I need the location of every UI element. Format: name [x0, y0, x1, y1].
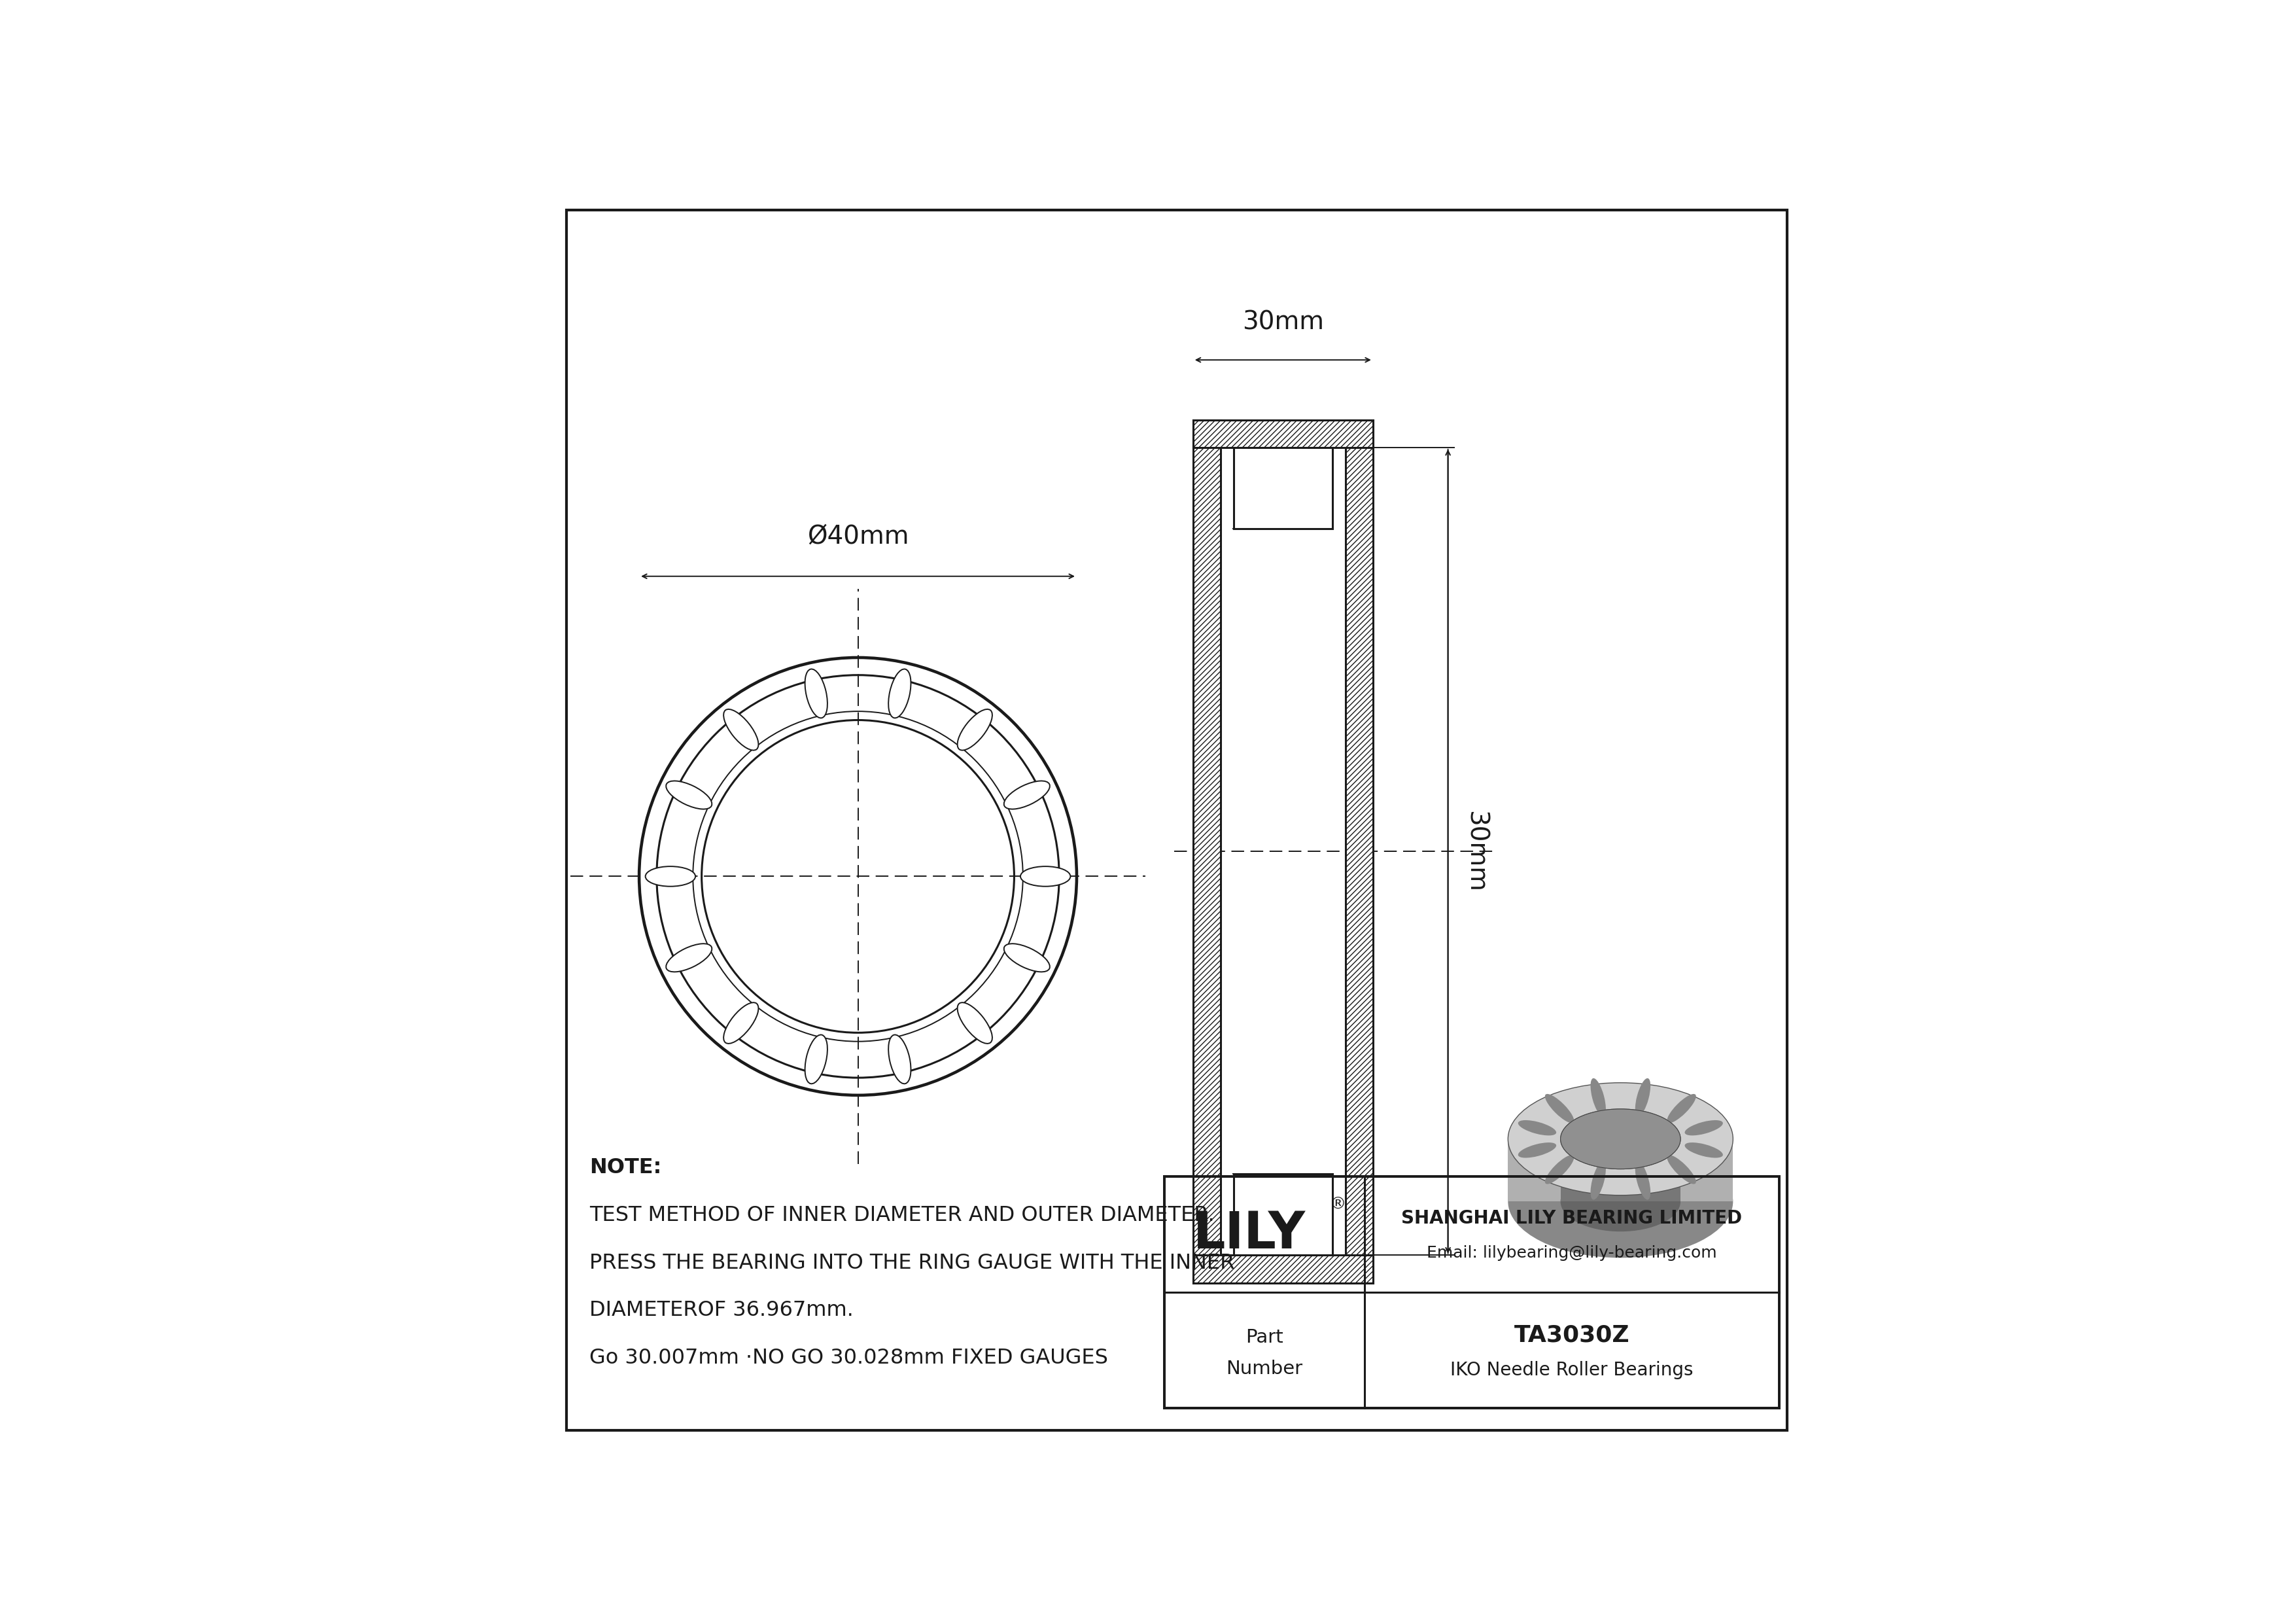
Ellipse shape: [1019, 866, 1070, 887]
Text: Go 30.007mm ·NO GO 30.028mm FIXED GAUGES: Go 30.007mm ·NO GO 30.028mm FIXED GAUGES: [590, 1348, 1107, 1367]
Ellipse shape: [806, 1034, 827, 1083]
Bar: [1194, 1255, 1373, 1283]
Ellipse shape: [1003, 944, 1049, 971]
Bar: [1194, 421, 1221, 1283]
Text: NOTE:: NOTE:: [590, 1158, 661, 1177]
Ellipse shape: [645, 866, 696, 887]
Ellipse shape: [1635, 1161, 1651, 1200]
Ellipse shape: [1561, 1109, 1681, 1169]
Text: TA3030Z: TA3030Z: [1513, 1324, 1630, 1346]
Bar: [1194, 421, 1373, 448]
Bar: [1345, 421, 1373, 1283]
Ellipse shape: [666, 944, 712, 971]
Ellipse shape: [1545, 1155, 1575, 1184]
Text: ®: ®: [1329, 1197, 1345, 1212]
Bar: [1561, 1138, 1681, 1202]
Ellipse shape: [1667, 1155, 1697, 1184]
Text: IKO Needle Roller Bearings: IKO Needle Roller Bearings: [1451, 1361, 1692, 1379]
Ellipse shape: [1003, 781, 1049, 809]
Bar: [1508, 1138, 1733, 1202]
Ellipse shape: [1635, 1078, 1651, 1116]
Ellipse shape: [1667, 1095, 1697, 1124]
Ellipse shape: [1518, 1121, 1557, 1135]
Text: Part: Part: [1244, 1328, 1283, 1346]
Bar: [1233, 448, 1332, 529]
Text: Ø40mm: Ø40mm: [808, 525, 909, 549]
Text: Number: Number: [1226, 1359, 1302, 1377]
Text: 30mm: 30mm: [1242, 310, 1325, 335]
Text: DIAMETEROF 36.967mm.: DIAMETEROF 36.967mm.: [590, 1301, 854, 1320]
Text: SHANGHAI LILY BEARING LIMITED: SHANGHAI LILY BEARING LIMITED: [1401, 1208, 1743, 1228]
Text: PRESS THE BEARING INTO THE RING GAUGE WITH THE INNER: PRESS THE BEARING INTO THE RING GAUGE WI…: [590, 1252, 1235, 1273]
Ellipse shape: [806, 669, 827, 718]
Ellipse shape: [666, 781, 712, 809]
Ellipse shape: [1518, 1143, 1557, 1158]
Ellipse shape: [1561, 1171, 1681, 1231]
Ellipse shape: [723, 1002, 758, 1044]
Ellipse shape: [1591, 1161, 1605, 1200]
Ellipse shape: [957, 710, 992, 750]
Ellipse shape: [1545, 1095, 1575, 1124]
Ellipse shape: [1508, 1145, 1733, 1259]
Ellipse shape: [889, 1034, 912, 1083]
Text: TEST METHOD OF INNER DIAMETER AND OUTER DIAMETER.: TEST METHOD OF INNER DIAMETER AND OUTER …: [590, 1205, 1215, 1226]
Ellipse shape: [1591, 1078, 1605, 1116]
Ellipse shape: [1685, 1121, 1722, 1135]
Bar: [1233, 1174, 1332, 1255]
Ellipse shape: [1561, 1109, 1681, 1169]
Ellipse shape: [723, 710, 758, 750]
Ellipse shape: [1685, 1143, 1722, 1158]
Text: 30mm: 30mm: [1463, 810, 1488, 892]
Ellipse shape: [957, 1002, 992, 1044]
Ellipse shape: [889, 669, 912, 718]
Ellipse shape: [1508, 1083, 1733, 1195]
Text: LILY: LILY: [1194, 1210, 1306, 1259]
Bar: [1164, 1176, 1779, 1408]
Text: Email: lilybearing@lily-bearing.com: Email: lilybearing@lily-bearing.com: [1426, 1246, 1717, 1260]
